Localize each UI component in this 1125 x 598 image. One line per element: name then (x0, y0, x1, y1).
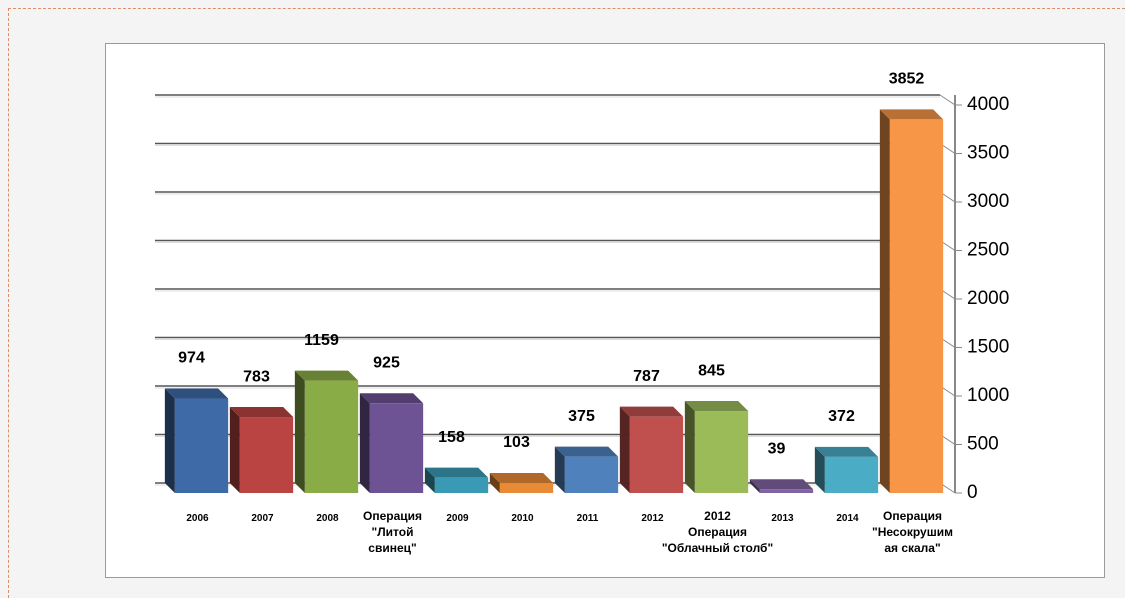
y-tick-label: 500 (967, 434, 999, 455)
value-label: 372 (828, 408, 855, 425)
bar-top (879, 109, 944, 120)
bar-top (749, 479, 814, 490)
bar-top (164, 388, 229, 399)
bar (694, 411, 749, 493)
y-tick-label: 3500 (967, 143, 1009, 164)
bar (824, 456, 879, 493)
x-tick-label: 2006 (186, 513, 209, 524)
bar (499, 483, 554, 493)
bar-top (684, 401, 749, 412)
bar-side (229, 407, 240, 493)
frame (8, 8, 1125, 598)
bar-top (294, 370, 359, 381)
bar (239, 417, 294, 493)
bar-side (424, 467, 435, 493)
bar (174, 398, 229, 493)
x-tick-label: 2007 (251, 513, 274, 524)
y-tick-label: 3000 (967, 191, 1009, 212)
x-tick-label: Операция "Литой свинец" (362, 509, 422, 555)
y-tick-label: 1000 (967, 385, 1009, 406)
y-tick-label: 2000 (967, 288, 1009, 309)
bar-top (229, 407, 294, 418)
value-label: 974 (178, 350, 205, 367)
y-tick-label: 2500 (967, 240, 1009, 261)
y-tick-label: 4000 (967, 94, 1009, 115)
bar-side (294, 370, 305, 493)
bar-side (619, 406, 630, 493)
grid-slant (939, 94, 956, 106)
bar-top (619, 406, 684, 417)
bar (369, 403, 424, 493)
bar-side (814, 446, 825, 493)
bar-side (164, 388, 175, 493)
bar-side (684, 401, 695, 493)
x-tick-label: 2014 (836, 513, 859, 524)
bar-side (554, 446, 565, 493)
bar (434, 477, 489, 493)
bar-side (879, 109, 890, 493)
y-tick-label: 1500 (967, 337, 1009, 358)
bar (564, 456, 619, 493)
value-label: 1159 (304, 332, 339, 349)
value-label: 375 (568, 408, 595, 425)
value-label: 787 (633, 368, 660, 385)
value-label: 103 (503, 434, 530, 451)
value-label: 783 (243, 368, 270, 385)
bar-side (489, 473, 500, 493)
bar (889, 119, 944, 493)
x-tick-label: 2010 (511, 513, 534, 524)
value-label: 3852 (889, 71, 925, 88)
bar (759, 489, 814, 493)
x-tick-label: 2011 (576, 513, 599, 524)
x-tick-label: Операция "Несокрушим ая скала" (872, 509, 953, 555)
value-label: 925 (373, 354, 400, 371)
x-tick-label: 2009 (446, 513, 469, 524)
bar (304, 380, 359, 493)
bar-side (749, 479, 760, 493)
x-tick-label: 2012 Операция "Облачный столб" (661, 509, 774, 555)
x-tick-label: 2012 (641, 513, 664, 524)
bar-side (359, 393, 370, 493)
x-tick-label: 2008 (316, 513, 339, 524)
bar (629, 416, 684, 493)
bar-top (814, 446, 879, 457)
y-tick-label: 0 (967, 482, 978, 503)
bar-top (554, 446, 619, 457)
bar-top (359, 393, 424, 404)
value-label: 158 (438, 429, 465, 446)
value-label: 39 (768, 440, 786, 457)
value-label: 845 (698, 362, 725, 379)
bar-top (489, 473, 554, 484)
x-tick-label: 2013 (771, 513, 794, 524)
bar-top (424, 467, 489, 478)
